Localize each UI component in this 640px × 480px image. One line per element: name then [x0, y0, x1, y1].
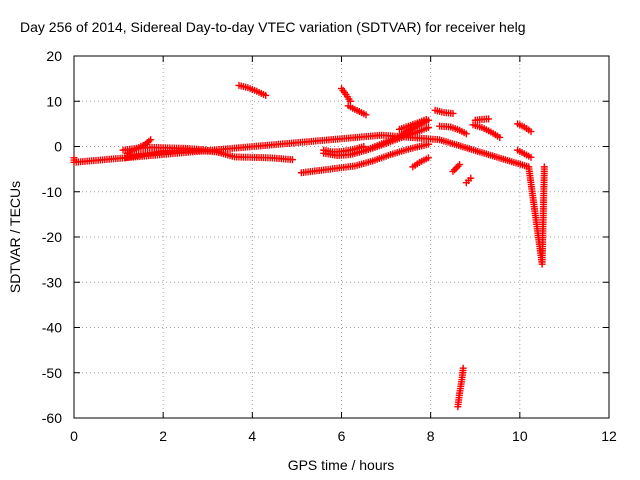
x-tick-label: 8: [427, 428, 435, 444]
y-tick-labels: -60 -50 -40 -30 -20 -10 0 10 20: [42, 48, 62, 426]
data-point: [485, 115, 493, 123]
data-point: [456, 161, 464, 169]
series-isolated: [70, 131, 548, 268]
y-tick-label: -50: [42, 365, 62, 381]
data-point: [147, 136, 155, 144]
x-tick-label: 6: [338, 428, 346, 444]
x-axis-label: GPS time / hours: [288, 457, 395, 473]
x-tick-label: 10: [512, 428, 528, 444]
data-point: [288, 156, 296, 164]
series-arc-9: [395, 115, 430, 133]
series-arc-14: [436, 122, 470, 138]
x-tick-label: 0: [70, 428, 78, 444]
y-tick-label: -40: [42, 320, 62, 336]
data-point: [451, 166, 459, 174]
axis-ticks: [73, 55, 610, 419]
series-arc-20: [454, 364, 467, 411]
x-tick-labels: 0 2 4 6 8 10 12: [70, 428, 617, 444]
series-arc-16: [471, 115, 493, 124]
series-arc-7: [320, 143, 368, 156]
series-arc-3: [124, 136, 155, 157]
y-tick-label: -30: [42, 274, 62, 290]
data-point: [362, 111, 370, 119]
data-point: [449, 109, 457, 117]
data-point: [454, 162, 462, 170]
grid: [74, 56, 609, 418]
y-tick-label: 0: [54, 139, 62, 155]
x-tick-label: 2: [159, 428, 167, 444]
y-tick-label: -10: [42, 184, 62, 200]
data-point: [462, 130, 470, 138]
data-point: [262, 91, 270, 99]
x-tick-label: 4: [248, 428, 256, 444]
data-point: [459, 364, 467, 372]
series-arc-10: [338, 85, 354, 105]
data-point: [360, 143, 368, 150]
series-arc-21: [462, 174, 475, 187]
data-point: [527, 153, 535, 161]
series-arc-11: [344, 102, 370, 119]
series-arc-4: [235, 81, 270, 99]
data-point: [424, 154, 432, 162]
data-point: [422, 115, 430, 123]
data-point: [467, 174, 475, 182]
series-arc-17: [469, 121, 504, 141]
y-tick-label: 10: [46, 93, 62, 109]
data-points: [70, 81, 548, 411]
data-point: [527, 128, 535, 136]
chart-title: Day 256 of 2014, Sidereal Day-to-day VTE…: [20, 19, 526, 35]
x-tick-label: 12: [601, 428, 617, 444]
y-tick-label: -60: [42, 410, 62, 426]
series-arc-13: [431, 106, 457, 117]
series-arc-18: [514, 120, 535, 136]
series-arc-19: [514, 146, 535, 161]
series-arc-5: [297, 140, 432, 177]
data-point: [449, 167, 457, 175]
y-axis-label: SDTVAR / TECUs: [7, 181, 23, 293]
data-point: [540, 163, 548, 171]
y-tick-label: -20: [42, 229, 62, 245]
y-tick-label: 20: [46, 48, 62, 64]
data-point: [452, 164, 460, 172]
data-point: [496, 133, 504, 141]
series-arc-12: [409, 154, 432, 171]
data-point: [424, 123, 432, 131]
series-arc-15: [449, 161, 464, 175]
